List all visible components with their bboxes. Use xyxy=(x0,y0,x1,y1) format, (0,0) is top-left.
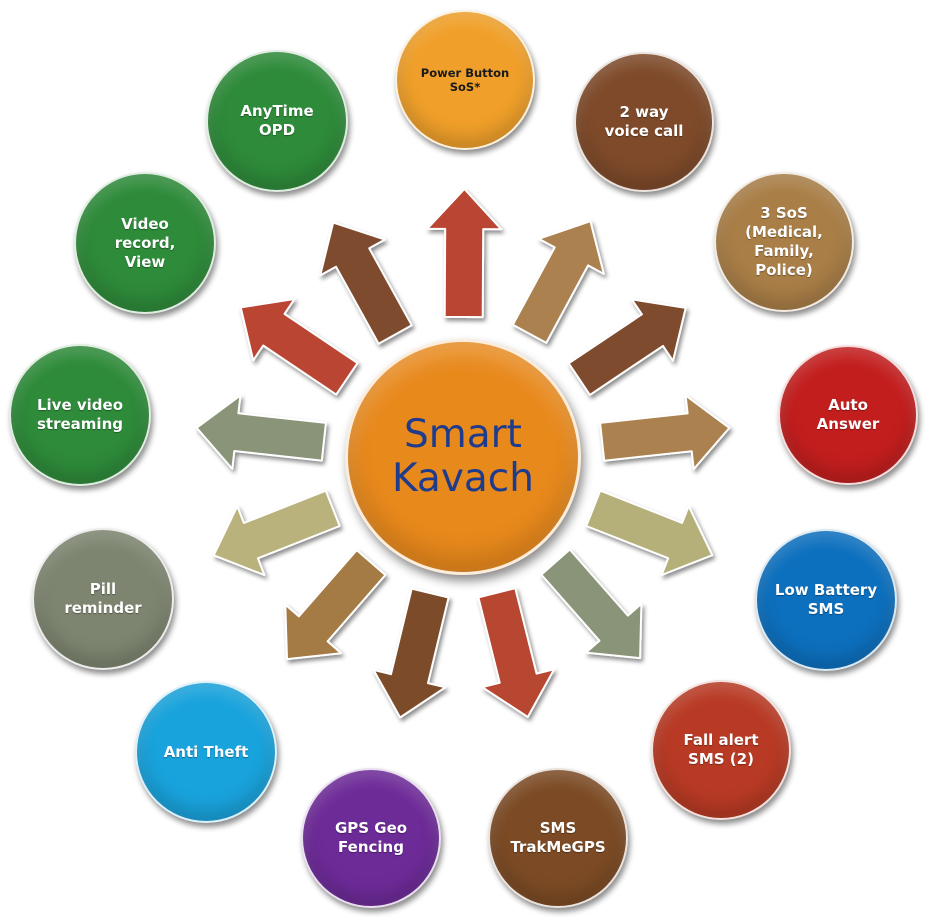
node-two-way-voice-call: 2 way voice call xyxy=(574,52,714,192)
arrow-to-two-way-voice-call xyxy=(511,220,605,344)
node-low-battery-sms: Low Battery SMS xyxy=(755,529,897,671)
node-sms-trakmegps: SMS TrakMeGPS xyxy=(488,768,628,908)
node-live-video-streaming: Live video streaming xyxy=(9,344,151,486)
node-label: AnyTime OPD xyxy=(240,102,314,139)
node-video-record-view: Video record, View xyxy=(74,172,216,314)
arrow-to-auto-answer xyxy=(599,394,731,471)
node-label: Fall alert SMS (2) xyxy=(683,731,759,768)
hub-label: Smart Kavach xyxy=(392,412,534,501)
node-fall-alert-sms: Fall alert SMS (2) xyxy=(651,680,791,820)
arrow-to-anytime-opd xyxy=(319,221,413,345)
node-label: Low Battery SMS xyxy=(774,581,878,618)
arrow-to-pill-reminder xyxy=(212,489,341,577)
node-label: Pill reminder xyxy=(64,580,142,617)
arrow-to-video-record-view xyxy=(239,298,359,396)
arrow-to-three-sos xyxy=(567,298,687,396)
node-power-button-sos: Power Button SoS* xyxy=(395,10,535,150)
node-auto-answer: Auto Answer xyxy=(778,345,918,485)
node-anti-theft: Anti Theft xyxy=(135,681,277,823)
arrow-to-low-battery-sms xyxy=(585,489,714,576)
node-anytime-opd: AnyTime OPD xyxy=(206,50,348,192)
node-gps-geo-fencing: GPS Geo Fencing xyxy=(301,768,441,908)
arrow-to-power-button-sos xyxy=(426,188,503,319)
node-label: SMS TrakMeGPS xyxy=(510,819,606,856)
node-three-sos: 3 SoS (Medical, Family, Police) xyxy=(714,172,854,312)
node-label: Power Button SoS* xyxy=(420,66,510,94)
node-label: Auto Answer xyxy=(816,396,880,433)
arrow-to-fall-alert-sms xyxy=(540,548,643,660)
node-label: 2 way voice call xyxy=(604,103,684,140)
arrow-to-live-video-streaming xyxy=(195,394,327,470)
node-label: 3 SoS (Medical, Family, Police) xyxy=(745,204,823,279)
node-pill-reminder: Pill reminder xyxy=(32,528,174,670)
hub-circle: Smart Kavach xyxy=(345,339,581,575)
arrow-to-gps-geo-fencing xyxy=(372,587,450,719)
node-label: Anti Theft xyxy=(163,742,249,761)
arrow-to-sms-trakmegps xyxy=(477,587,556,718)
node-label: Live video streaming xyxy=(36,396,123,433)
node-label: Video record, View xyxy=(114,214,176,271)
arrow-to-anti-theft xyxy=(284,549,387,661)
node-label: GPS Geo Fencing xyxy=(334,819,408,856)
